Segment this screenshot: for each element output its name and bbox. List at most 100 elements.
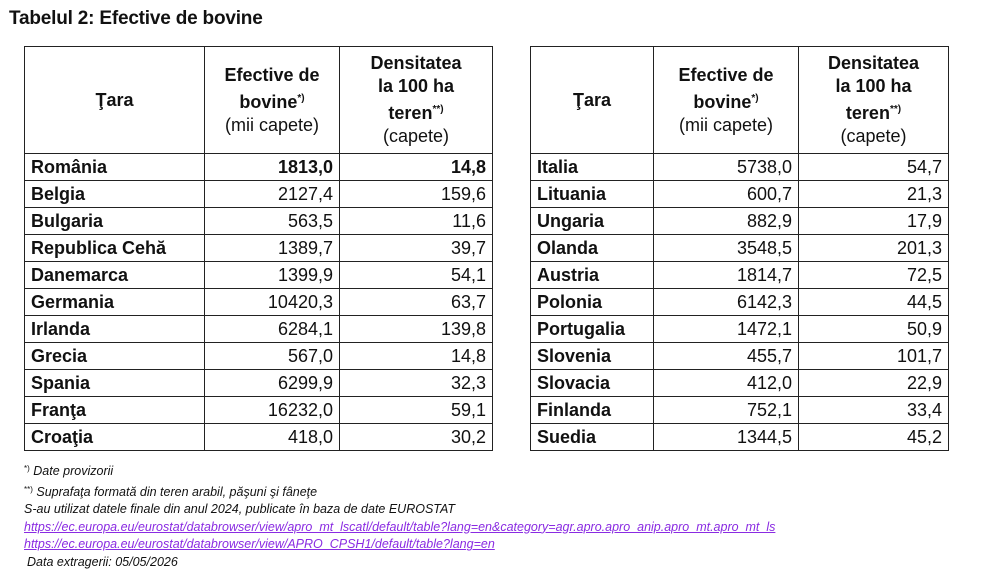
effective-cell: 6142,3 (653, 288, 799, 316)
table-row: Slovenia 455,7 101,7 (530, 342, 949, 370)
effective-cell: 455,7 (653, 342, 799, 370)
table-row: Italia 5738,0 54,7 (530, 153, 949, 181)
effective-cell: 6299,9 (204, 369, 340, 397)
effective-cell: 752,1 (653, 396, 799, 424)
extraction-date: Data extragerii: 05/05/2026 (27, 554, 178, 569)
effective-cell: 1813,0 (204, 153, 340, 181)
source-note: S-au utilizat datele finale din anul 202… (24, 502, 456, 517)
country-cell: Finlanda (530, 396, 654, 424)
table-row: Irlanda 6284,1 139,8 (24, 315, 493, 343)
effective-cell: 882,9 (653, 207, 799, 235)
country-cell: Irlanda (24, 315, 205, 343)
density-cell: 17,9 (798, 207, 949, 235)
country-cell: Croaţia (24, 423, 205, 451)
density-cell: 54,1 (339, 261, 493, 289)
country-cell: Slovacia (530, 369, 654, 397)
density-cell: 33,4 (798, 396, 949, 424)
header-country: Ţara (24, 46, 205, 154)
density-cell: 159,6 (339, 180, 493, 208)
table-row: Austria 1814,7 72,5 (530, 261, 949, 289)
table-row: Croaţia 418,0 30,2 (24, 423, 493, 451)
effective-cell: 567,0 (204, 342, 340, 370)
header-row: Ţara Efective de bovine*) (mii capete) D… (24, 46, 493, 154)
table-row: Portugalia 1472,1 50,9 (530, 315, 949, 343)
density-cell: 39,7 (339, 234, 493, 262)
country-cell: Germania (24, 288, 205, 316)
effective-cell: 3548,5 (653, 234, 799, 262)
footnote-area: **) Suprafaţa formată din teren arabil, … (24, 484, 318, 499)
density-cell: 59,1 (339, 396, 493, 424)
table-row: Polonia 6142,3 44,5 (530, 288, 949, 316)
header-effective: Efective de bovine*) (mii capete) (653, 46, 799, 154)
effective-cell: 1472,1 (653, 315, 799, 343)
cattle-table-left: Ţara Efective de bovine*) (mii capete) D… (24, 46, 493, 451)
density-cell: 139,8 (339, 315, 493, 343)
country-cell: Slovenia (530, 342, 654, 370)
footnotes: *) Date provizorii **) Suprafaţa formată… (24, 460, 984, 572)
country-cell: Spania (24, 369, 205, 397)
country-cell: Belgia (24, 180, 205, 208)
country-cell: Italia (530, 153, 654, 181)
country-cell: Olanda (530, 234, 654, 262)
density-cell: 101,7 (798, 342, 949, 370)
effective-cell: 10420,3 (204, 288, 340, 316)
table-row: România 1813,0 14,8 (24, 153, 493, 181)
country-cell: Lituania (530, 180, 654, 208)
effective-cell: 412,0 (653, 369, 799, 397)
cattle-table-right: Ţara Efective de bovine*) (mii capete) D… (530, 46, 949, 451)
table-row: Germania 10420,3 63,7 (24, 288, 493, 316)
table-row: Spania 6299,9 32,3 (24, 369, 493, 397)
effective-cell: 600,7 (653, 180, 799, 208)
table-title: Tabelul 2: Efective de bovine (9, 8, 263, 29)
density-cell: 30,2 (339, 423, 493, 451)
effective-cell: 6284,1 (204, 315, 340, 343)
country-cell: Franţa (24, 396, 205, 424)
header-density: Densitatea la 100 ha teren**) (capete) (798, 46, 949, 154)
density-cell: 63,7 (339, 288, 493, 316)
header-density: Densitatea la 100 ha teren**) (capete) (339, 46, 493, 154)
table-row: Suedia 1344,5 45,2 (530, 423, 949, 451)
country-cell: Republica Cehă (24, 234, 205, 262)
density-cell: 32,3 (339, 369, 493, 397)
country-cell: Danemarca (24, 261, 205, 289)
table-body-right: Italia 5738,0 54,7 Lituania 600,7 21,3 Ungaria… (530, 153, 949, 451)
table-row: Bulgaria 563,5 11,6 (24, 207, 493, 235)
country-cell: Portugalia (530, 315, 654, 343)
density-cell: 45,2 (798, 423, 949, 451)
eurostat-link-lscatl[interactable]: https://ec.europa.eu/eurostat/databrowse… (24, 519, 776, 534)
table-row: Ungaria 882,9 17,9 (530, 207, 949, 235)
effective-cell: 1399,9 (204, 261, 340, 289)
table-row: Grecia 567,0 14,8 (24, 342, 493, 370)
effective-cell: 418,0 (204, 423, 340, 451)
country-cell: Ungaria (530, 207, 654, 235)
density-cell: 50,9 (798, 315, 949, 343)
table-row: Lituania 600,7 21,3 (530, 180, 949, 208)
density-cell: 14,8 (339, 153, 493, 181)
table-row: Republica Cehă 1389,7 39,7 (24, 234, 493, 262)
density-cell: 22,9 (798, 369, 949, 397)
table-row: Belgia 2127,4 159,6 (24, 180, 493, 208)
effective-cell: 5738,0 (653, 153, 799, 181)
country-cell: Grecia (24, 342, 205, 370)
effective-cell: 2127,4 (204, 180, 340, 208)
density-cell: 14,8 (339, 342, 493, 370)
country-cell: Suedia (530, 423, 654, 451)
country-cell: Bulgaria (24, 207, 205, 235)
country-cell: România (24, 153, 205, 181)
effective-cell: 1344,5 (653, 423, 799, 451)
density-cell: 11,6 (339, 207, 493, 235)
table-row: Finlanda 752,1 33,4 (530, 396, 949, 424)
header-effective: Efective de bovine*) (mii capete) (204, 46, 340, 154)
effective-cell: 1389,7 (204, 234, 340, 262)
density-cell: 44,5 (798, 288, 949, 316)
table-row: Slovacia 412,0 22,9 (530, 369, 949, 397)
density-cell: 72,5 (798, 261, 949, 289)
effective-cell: 1814,7 (653, 261, 799, 289)
effective-cell: 16232,0 (204, 396, 340, 424)
table-row: Danemarca 1399,9 54,1 (24, 261, 493, 289)
density-cell: 54,7 (798, 153, 949, 181)
table-row: Franţa 16232,0 59,1 (24, 396, 493, 424)
eurostat-link-cpsh1[interactable]: https://ec.europa.eu/eurostat/databrowse… (24, 537, 495, 552)
table-body-left: România 1813,0 14,8 Belgia 2127,4 159,6 Bulgar… (24, 153, 493, 451)
header-row: Ţara Efective de bovine*) (mii capete) D… (530, 46, 949, 154)
